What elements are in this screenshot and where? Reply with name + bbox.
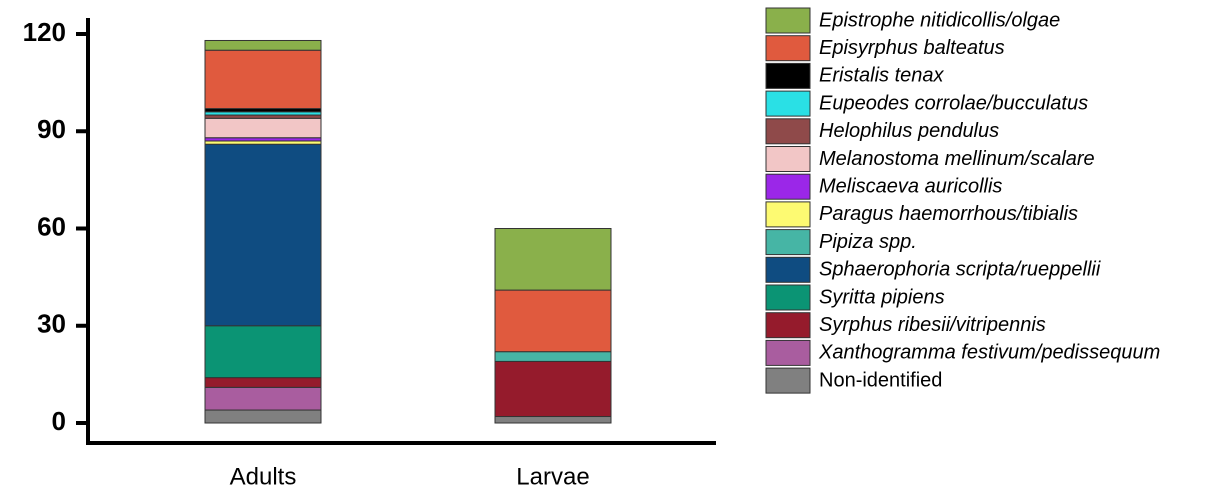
legend-swatch bbox=[765, 146, 811, 172]
x-tick-label: Adults bbox=[230, 463, 297, 490]
bar-segment bbox=[494, 289, 612, 353]
bar-segment bbox=[204, 143, 322, 327]
legend-swatch bbox=[765, 201, 811, 228]
legend-label: Sphaerophoria scripta/rueppellii bbox=[819, 259, 1101, 281]
legend-label: Pipiza spp. bbox=[819, 231, 917, 253]
bar-segment bbox=[204, 325, 322, 379]
legend-swatch bbox=[765, 256, 811, 283]
legend-label: Helophilus pendulus bbox=[819, 120, 999, 142]
bar-segment bbox=[204, 39, 322, 51]
legend-swatch bbox=[765, 367, 811, 394]
legend-swatch bbox=[765, 284, 811, 311]
legend-swatch bbox=[765, 118, 811, 145]
legend-swatch bbox=[765, 90, 811, 117]
legend-label: Episyrphus balteatus bbox=[819, 37, 1005, 59]
y-tick-label: 30 bbox=[37, 309, 66, 339]
bar-segment bbox=[204, 49, 322, 110]
bar-segment bbox=[204, 386, 322, 411]
legend-label: Meliscaeva auricollis bbox=[819, 175, 1002, 197]
bar-segment bbox=[494, 360, 612, 418]
legend-label: Eristalis tenax bbox=[819, 65, 944, 87]
legend-swatch bbox=[765, 339, 811, 366]
legend-label: Epistrophe nitidicollis/olgae bbox=[819, 9, 1060, 31]
y-tick-label: 90 bbox=[37, 114, 66, 144]
y-tick-label: 0 bbox=[52, 406, 66, 436]
y-tick-label: 120 bbox=[23, 17, 66, 47]
legend-label: Xanthogramma festivum/pedissequum bbox=[818, 342, 1160, 364]
legend-label: Melanostoma mellinum/scalare bbox=[819, 148, 1095, 170]
bar-segment bbox=[204, 409, 322, 424]
x-tick-label: Larvae bbox=[516, 463, 589, 490]
y-tick-label: 60 bbox=[37, 211, 66, 241]
legend-swatch bbox=[765, 7, 811, 34]
legend-swatch bbox=[765, 35, 811, 62]
bar-segment bbox=[494, 416, 612, 424]
bar-segment bbox=[494, 351, 612, 362]
legend-swatch bbox=[765, 229, 811, 256]
legend-swatch bbox=[765, 312, 811, 339]
legend-label: Syritta pipiens bbox=[819, 286, 945, 308]
legend-label: Paragus haemorrhous/tibialis bbox=[819, 203, 1078, 225]
legend-label: Syrphus ribesii/vitripennis bbox=[819, 314, 1046, 336]
bar-segment bbox=[204, 377, 322, 388]
legend-label: Non-identified bbox=[819, 369, 942, 391]
legend-label: Eupeodes corrolae/bucculatus bbox=[819, 92, 1088, 114]
bar-segment bbox=[204, 117, 322, 139]
legend-swatch bbox=[765, 173, 811, 200]
legend-swatch bbox=[765, 62, 811, 89]
bar-segment bbox=[494, 228, 612, 291]
